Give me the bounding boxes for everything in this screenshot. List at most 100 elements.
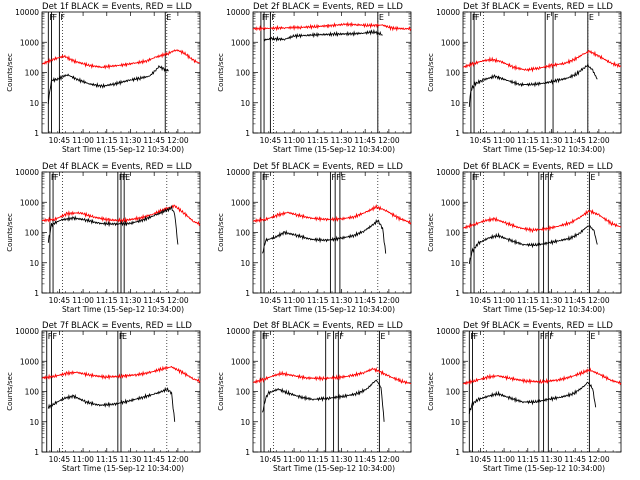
x-tick-label: 11:15 (307, 455, 329, 464)
y-tick-label: 1 (245, 448, 250, 457)
x-tick-label: 11:30 (120, 296, 142, 305)
x-tick-label: 11:15 (96, 455, 118, 464)
flag-label: F (48, 332, 53, 341)
flag-label: F (475, 173, 480, 182)
y-tick-label: 100 (236, 69, 251, 78)
flag-label: E (379, 13, 384, 22)
y-axis-label: Counts/sec (6, 372, 14, 411)
y-tick-label: 100 (446, 229, 461, 238)
y-tick-label: 100 (446, 69, 461, 78)
x-tick-label: 11:15 (307, 136, 329, 145)
x-tick-label: 12:00 (378, 455, 400, 464)
plot-frame (252, 171, 412, 294)
chart-panel-3: Det 3f BLACK = Events, RED = LLD 1 10 100 10… (427, 2, 622, 154)
x-tick-label: 11:45 (354, 296, 376, 305)
x-axis-label: Start Time (15-Sep-12 10:34:00) (483, 145, 605, 154)
x-tick-label: 11:15 (96, 296, 118, 305)
x-tick-label: 11:45 (564, 136, 586, 145)
chart-title: Det 2f BLACK = Events, RED = LLD (253, 2, 403, 12)
events-series-line (263, 28, 383, 43)
y-tick-label: 1000 (231, 357, 250, 366)
flag-label: F (475, 13, 480, 22)
y-tick-label: 1000 (441, 38, 460, 47)
y-tick-label: 10 (240, 259, 250, 268)
y-axis-label: Counts/sec (6, 213, 14, 252)
flag-label: F (554, 13, 559, 22)
x-tick-label: 10:45 (470, 296, 492, 305)
y-tick-label: 10000 (226, 327, 250, 336)
chart-title: Det 7f BLACK = Events, RED = LLD (42, 321, 192, 331)
y-tick-label: 1 (34, 129, 39, 138)
flag-label: F (545, 173, 550, 182)
x-tick-label: 11:30 (541, 136, 563, 145)
x-tick-label: 11:00 (72, 455, 94, 464)
chart-title: Det 1f BLACK = Events, RED = LLD (42, 2, 192, 12)
x-axis-label: Start Time (15-Sep-12 10:34:00) (273, 145, 395, 154)
y-tick-label: 100 (236, 229, 251, 238)
flag-label: F (265, 173, 270, 182)
y-tick-label: 100 (446, 388, 461, 397)
flag-label: E (590, 173, 595, 182)
lld-series-line (462, 367, 622, 386)
x-tick-label: 11:30 (120, 455, 142, 464)
lld-series-line (42, 204, 201, 227)
x-axis-label: Start Time (15-Sep-12 10:34:00) (62, 305, 184, 314)
y-axis-label: Counts/sec (217, 372, 225, 411)
y-tick-label: 1000 (20, 357, 39, 366)
flag-label: E (380, 332, 385, 341)
x-tick-label: 10:45 (260, 296, 282, 305)
events-series-line (262, 379, 385, 422)
events-series-line (468, 381, 597, 414)
x-axis-label: Start Time (15-Sep-12 10:34:00) (62, 145, 184, 154)
chart-title: Det 3f BLACK = Events, RED = LLD (463, 2, 613, 12)
y-tick-label: 10000 (15, 327, 39, 336)
chart-panel-2: Det 2f BLACK = Events, RED = LLD 1 10 100 10… (217, 2, 412, 154)
y-tick-label: 1 (455, 289, 460, 298)
x-tick-label: 11:15 (96, 136, 118, 145)
flag-label: F (540, 332, 545, 341)
x-tick-label: 11:00 (283, 296, 305, 305)
flag-label: F (549, 332, 554, 341)
x-tick-label: 11:30 (331, 455, 353, 464)
flag-label: F (60, 13, 65, 22)
x-tick-label: 12:00 (167, 455, 189, 464)
chart-title: Det 8f BLACK = Events, RED = LLD (253, 321, 403, 331)
x-tick-label: 10:45 (49, 296, 71, 305)
flag-label: F (327, 332, 332, 341)
y-tick-label: 10000 (15, 8, 39, 17)
x-tick-label: 11:15 (517, 455, 539, 464)
x-tick-label: 11:45 (564, 455, 586, 464)
x-tick-label: 11:45 (143, 136, 165, 145)
lld-series-line (41, 365, 201, 384)
lld-series-line (252, 366, 412, 385)
x-tick-label: 11:45 (564, 296, 586, 305)
chart-panel-7: Det 7f BLACK = Events, RED = LLD 1 10 100 10… (6, 321, 201, 473)
y-tick-label: 1 (455, 448, 460, 457)
flag-label: E (341, 173, 346, 182)
lld-series-line (252, 21, 412, 32)
flag-label: E (166, 13, 171, 22)
flag-label: F (54, 173, 59, 182)
x-tick-label: 11:45 (354, 455, 376, 464)
events-series-line (262, 218, 387, 254)
x-tick-label: 11:45 (143, 455, 165, 464)
events-series-line (47, 204, 179, 245)
y-tick-label: 10000 (15, 168, 39, 177)
y-tick-label: 1000 (20, 198, 39, 207)
y-tick-label: 100 (25, 388, 40, 397)
y-tick-label: 10 (240, 99, 250, 108)
y-tick-label: 1000 (20, 38, 39, 47)
x-tick-label: 12:00 (167, 296, 189, 305)
y-tick-label: 10 (240, 418, 250, 427)
flag-label: E (590, 332, 595, 341)
x-tick-label: 12:00 (378, 296, 400, 305)
y-tick-label: 1 (34, 448, 39, 457)
x-tick-label: 11:00 (493, 296, 515, 305)
x-tick-label: 11:00 (493, 455, 515, 464)
lld-series-line (41, 49, 201, 70)
flag-label: F (335, 332, 340, 341)
plot-frame (462, 171, 622, 294)
y-tick-label: 1 (34, 289, 39, 298)
flag-label: F (546, 13, 551, 22)
